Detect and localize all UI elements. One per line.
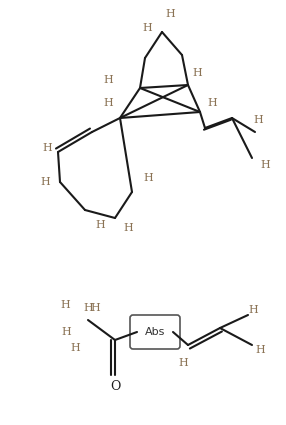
Text: O: O — [110, 380, 120, 394]
Text: H: H — [253, 115, 263, 125]
Text: Abs: Abs — [145, 327, 165, 337]
Text: H: H — [60, 300, 70, 310]
Text: H: H — [248, 305, 258, 315]
FancyBboxPatch shape — [130, 315, 180, 349]
Text: H: H — [61, 327, 71, 337]
Text: H: H — [70, 343, 80, 353]
Text: H: H — [123, 223, 133, 233]
Text: H: H — [90, 303, 100, 313]
Text: H: H — [103, 98, 113, 108]
Text: H: H — [103, 75, 113, 85]
Text: H: H — [207, 98, 217, 108]
Text: H: H — [42, 143, 52, 153]
Text: H: H — [143, 173, 153, 183]
Text: H: H — [165, 9, 175, 19]
Text: H: H — [95, 220, 105, 230]
Text: H: H — [83, 303, 93, 313]
Text: H: H — [260, 160, 270, 170]
Text: H: H — [40, 177, 50, 187]
Text: H: H — [178, 358, 188, 368]
Text: H: H — [142, 23, 152, 33]
Text: H: H — [255, 345, 265, 355]
Text: H: H — [192, 68, 202, 78]
